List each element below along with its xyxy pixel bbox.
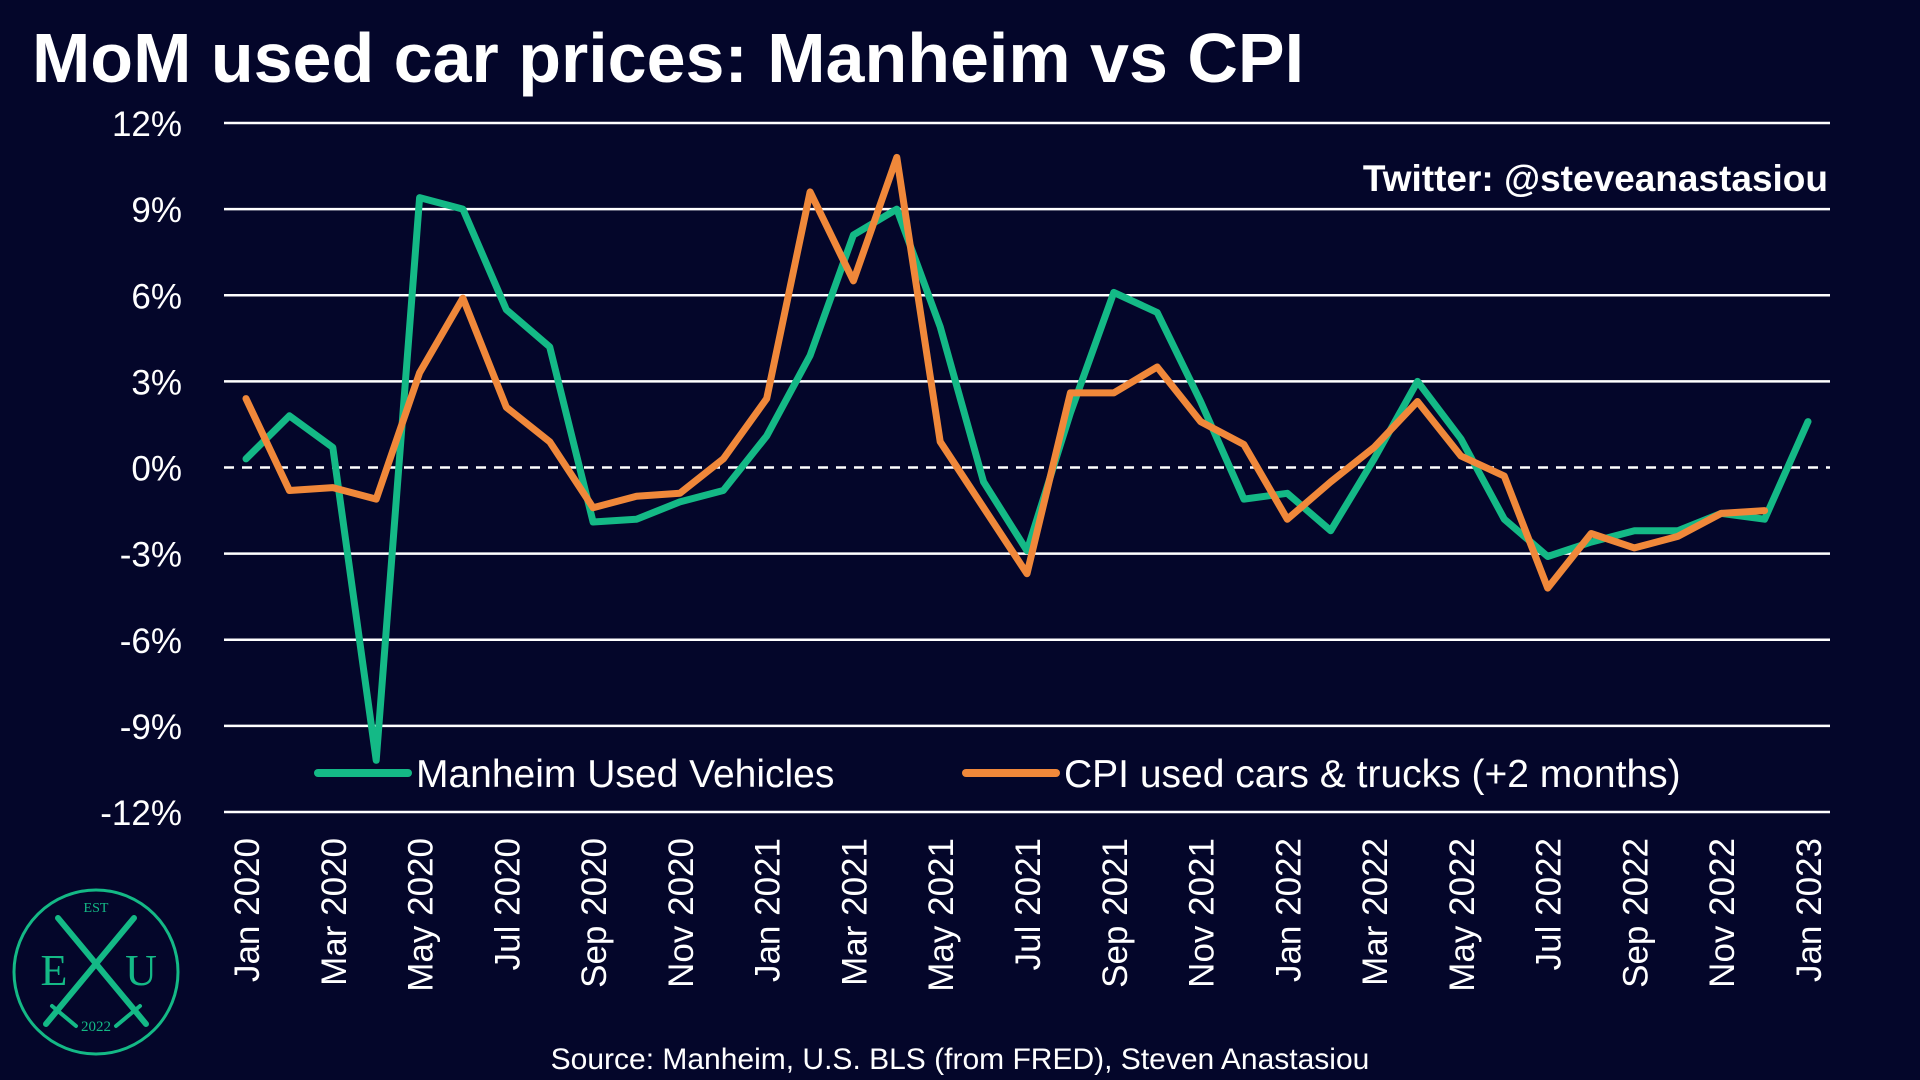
- chart-title: MoM used car prices: Manheim vs CPI: [32, 19, 1304, 97]
- y-tick-label: -6%: [120, 622, 182, 661]
- legend-label-manheim: Manheim Used Vehicles: [416, 753, 834, 796]
- series-line-cpi: [242, 153, 1769, 592]
- twitter-watermark: Twitter: @steveanastasiou: [1363, 158, 1828, 199]
- logo-text-top: EST: [84, 901, 109, 916]
- y-tick-label: 3%: [131, 363, 182, 402]
- legend: Manheim Used Vehicles CPI used cars & tr…: [314, 753, 1681, 796]
- y-tick-label: -12%: [100, 794, 182, 833]
- x-tick-label: Jan 2020: [228, 838, 267, 982]
- y-tick-label: 0%: [131, 450, 182, 489]
- x-tick-label: Mar 2021: [835, 838, 874, 986]
- x-tick-label: Jan 2022: [1269, 838, 1308, 982]
- x-tick-label: May 2022: [1443, 838, 1482, 992]
- source-note: Source: Manheim, U.S. BLS (from FRED), S…: [551, 1043, 1370, 1076]
- legend-label-cpi: CPI used cars & trucks (+2 months): [1064, 753, 1681, 796]
- x-tick-label: Sep 2022: [1616, 838, 1655, 988]
- logo-ring: [12, 888, 180, 1056]
- crossed-swords-icon: [43, 915, 149, 1028]
- logo-text-bottom: 2022: [81, 1019, 111, 1035]
- series-line-manheim: [242, 194, 1812, 764]
- x-tick-label: Jan 2023: [1790, 838, 1829, 982]
- x-tick-label: Jan 2021: [749, 838, 788, 982]
- y-tick-label: -9%: [120, 708, 182, 747]
- x-tick-label: Jul 2020: [488, 838, 527, 970]
- x-tick-label: May 2021: [922, 838, 961, 992]
- x-tick-label: Mar 2020: [315, 838, 354, 986]
- logo-text-right: U: [125, 946, 157, 995]
- x-tick-label: Nov 2022: [1703, 838, 1742, 988]
- grid-lines: [224, 121, 1830, 814]
- series-lines: [242, 153, 1812, 764]
- y-tick-label: 6%: [131, 277, 182, 316]
- x-tick-label: Nov 2020: [662, 838, 701, 988]
- x-axis-tick-labels: Jan 2020 Mar 2020 May 2020 Jul 2020 Sep 2020…: [228, 838, 1829, 992]
- x-tick-label: Jul 2022: [1530, 838, 1569, 970]
- y-tick-label: 9%: [131, 191, 182, 230]
- x-tick-label: May 2020: [402, 838, 441, 992]
- x-tick-label: Mar 2022: [1356, 838, 1395, 986]
- x-tick-label: Jul 2021: [1009, 838, 1048, 970]
- logo-text-left: E: [41, 946, 68, 995]
- x-tick-label: Sep 2021: [1096, 838, 1135, 988]
- y-tick-label: -3%: [120, 536, 182, 575]
- exu-logo: EST E U 2022: [12, 888, 180, 1056]
- y-axis-tick-labels: -12% -9% -6% -3% 0% 3% 6% 9% 12%: [100, 105, 182, 833]
- y-tick-label: 12%: [112, 105, 182, 144]
- x-tick-label: Sep 2020: [575, 838, 614, 988]
- x-tick-label: Nov 2021: [1183, 838, 1222, 988]
